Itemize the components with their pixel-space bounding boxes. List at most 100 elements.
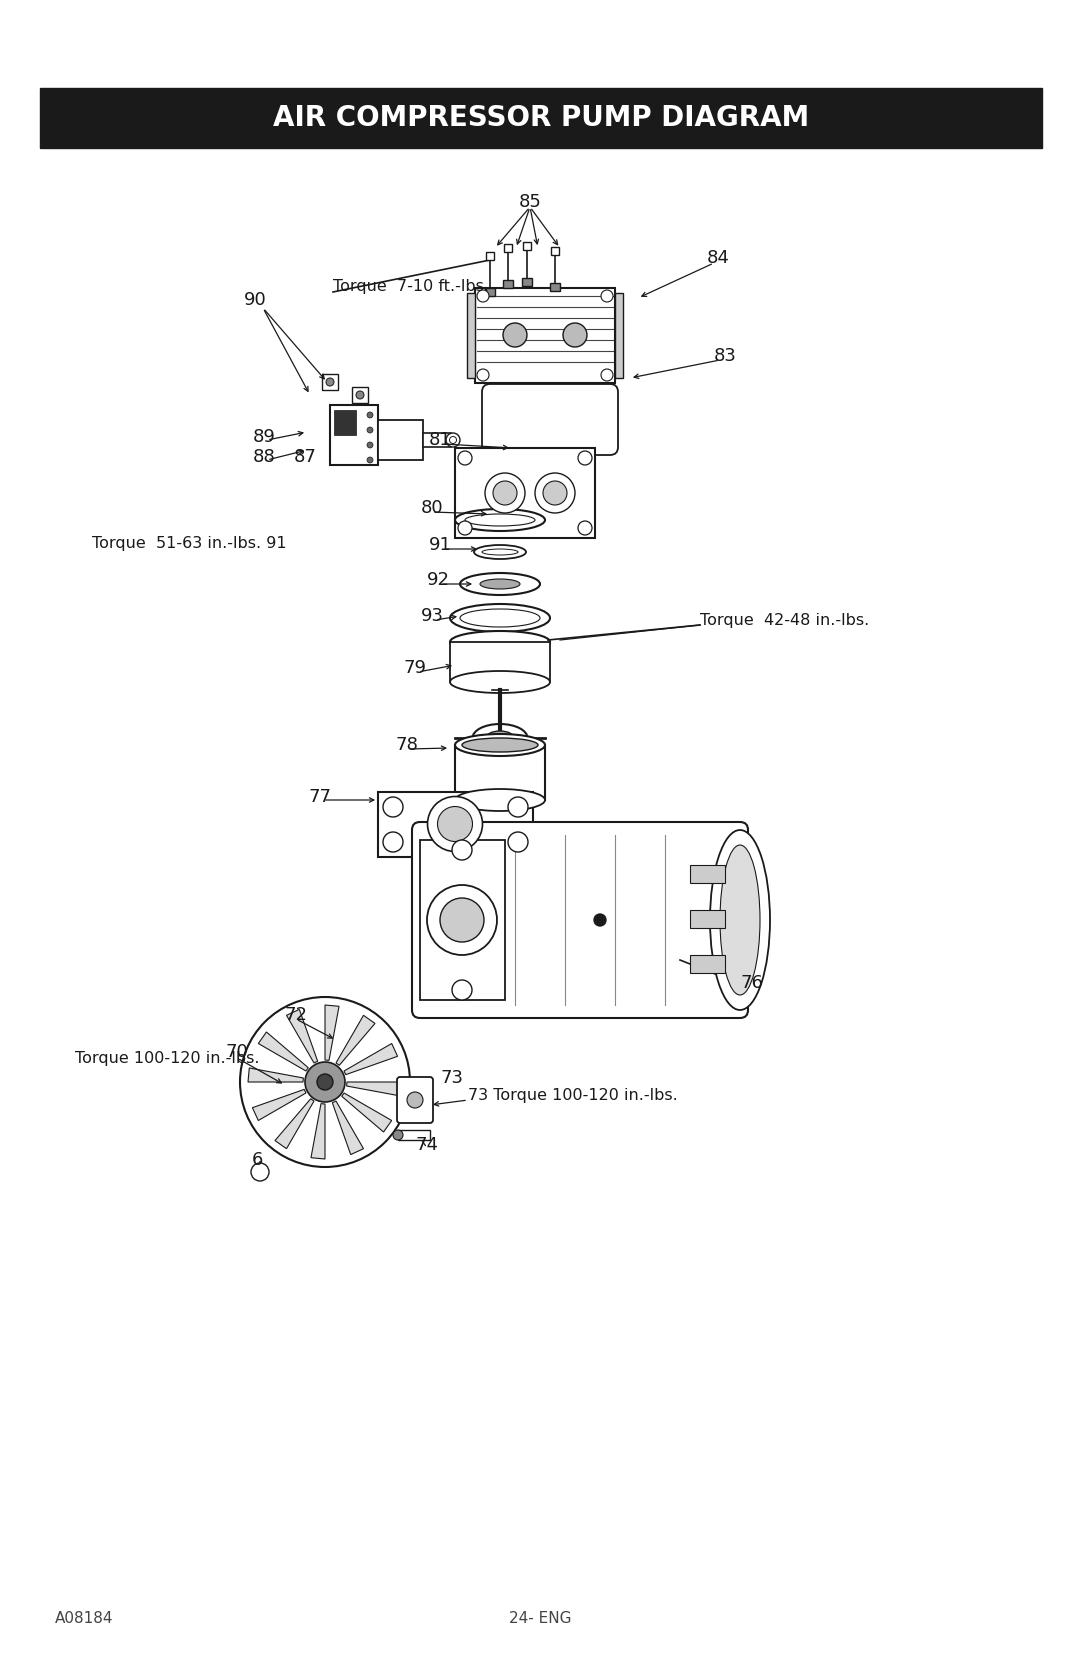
Text: 72: 72 (284, 1006, 308, 1025)
Circle shape (251, 1163, 269, 1182)
Circle shape (485, 472, 525, 512)
Ellipse shape (449, 437, 457, 444)
Bar (523, 242, 531, 250)
Polygon shape (248, 1068, 303, 1082)
Circle shape (543, 481, 567, 506)
Text: 73: 73 (441, 1070, 463, 1087)
Text: 80: 80 (421, 499, 443, 517)
Ellipse shape (455, 789, 545, 811)
Text: Torque  7-10 ft.-lbs.: Torque 7-10 ft.-lbs. (333, 279, 489, 294)
Ellipse shape (460, 572, 540, 596)
Text: 77: 77 (309, 788, 332, 806)
Ellipse shape (450, 631, 550, 653)
Circle shape (240, 996, 410, 1167)
Text: Torque  51-63 in.-lbs. 91: Torque 51-63 in.-lbs. 91 (92, 536, 286, 551)
Text: Torque  42-48 in.-lbs.: Torque 42-48 in.-lbs. (700, 613, 869, 628)
Bar (551, 247, 559, 255)
Text: 90: 90 (244, 290, 267, 309)
Text: 70: 70 (226, 1043, 248, 1061)
Circle shape (453, 980, 472, 1000)
Ellipse shape (455, 734, 545, 756)
Circle shape (492, 481, 517, 506)
Text: 85: 85 (518, 194, 541, 210)
Bar (40, 88, 1042, 149)
Circle shape (427, 885, 497, 955)
Bar (322, 374, 338, 391)
Ellipse shape (428, 796, 483, 851)
Polygon shape (325, 1005, 339, 1060)
Polygon shape (347, 1082, 402, 1097)
Bar (467, 294, 475, 377)
Text: AIR COMPRESSOR PUMP DIAGRAM: AIR COMPRESSOR PUMP DIAGRAM (273, 103, 809, 132)
Circle shape (440, 898, 484, 941)
Bar (615, 294, 623, 377)
Circle shape (383, 798, 403, 818)
Circle shape (563, 324, 588, 347)
Circle shape (578, 451, 592, 466)
Bar (334, 411, 356, 436)
Circle shape (578, 521, 592, 536)
Text: Torque 100-120 in.-lbs.: Torque 100-120 in.-lbs. (75, 1050, 259, 1065)
Text: 24- ENG: 24- ENG (509, 1611, 571, 1626)
Text: 89: 89 (253, 427, 275, 446)
Text: 81: 81 (429, 431, 451, 449)
Text: 84: 84 (706, 249, 729, 267)
Circle shape (477, 290, 489, 302)
Ellipse shape (393, 1130, 403, 1140)
Circle shape (383, 833, 403, 851)
Ellipse shape (450, 604, 550, 633)
Bar (475, 289, 615, 382)
Bar (690, 865, 725, 883)
Polygon shape (275, 1098, 314, 1148)
Text: 74: 74 (416, 1137, 438, 1153)
Circle shape (367, 457, 373, 462)
Circle shape (458, 451, 472, 466)
Bar (485, 289, 495, 295)
Circle shape (407, 1092, 423, 1108)
Bar (455, 447, 595, 537)
Text: 92: 92 (427, 571, 449, 589)
Circle shape (458, 521, 472, 536)
Polygon shape (336, 1015, 375, 1065)
Circle shape (356, 391, 364, 399)
Circle shape (367, 427, 373, 432)
Bar (330, 406, 378, 466)
Bar (378, 421, 423, 461)
Bar (504, 244, 512, 252)
Ellipse shape (460, 609, 540, 628)
Polygon shape (333, 1102, 364, 1155)
Ellipse shape (474, 546, 526, 559)
Circle shape (508, 798, 528, 818)
Circle shape (367, 442, 373, 447)
Ellipse shape (486, 731, 514, 744)
Text: 79: 79 (404, 659, 427, 678)
Text: 87: 87 (294, 447, 316, 466)
Text: A08184: A08184 (55, 1611, 113, 1626)
Ellipse shape (455, 509, 545, 531)
Bar (503, 280, 513, 289)
Bar (455, 744, 545, 799)
Text: 91: 91 (429, 536, 451, 554)
Text: 6: 6 (252, 1152, 262, 1168)
Circle shape (535, 472, 575, 512)
Text: 83: 83 (714, 347, 737, 366)
Bar (378, 793, 534, 856)
Ellipse shape (465, 514, 535, 526)
Circle shape (477, 369, 489, 381)
Polygon shape (286, 1010, 318, 1063)
Bar (486, 252, 494, 260)
FancyBboxPatch shape (411, 823, 748, 1018)
Polygon shape (258, 1031, 308, 1071)
Text: 93: 93 (420, 608, 444, 624)
Bar (550, 284, 561, 290)
Bar (420, 840, 505, 1000)
Bar (690, 955, 725, 973)
Text: 73 Torque 100-120 in.-lbs.: 73 Torque 100-120 in.-lbs. (468, 1088, 678, 1103)
Polygon shape (311, 1103, 325, 1158)
Circle shape (367, 412, 373, 417)
Ellipse shape (482, 549, 518, 556)
Circle shape (453, 840, 472, 860)
Ellipse shape (720, 845, 760, 995)
Circle shape (600, 290, 613, 302)
Ellipse shape (450, 671, 550, 693)
